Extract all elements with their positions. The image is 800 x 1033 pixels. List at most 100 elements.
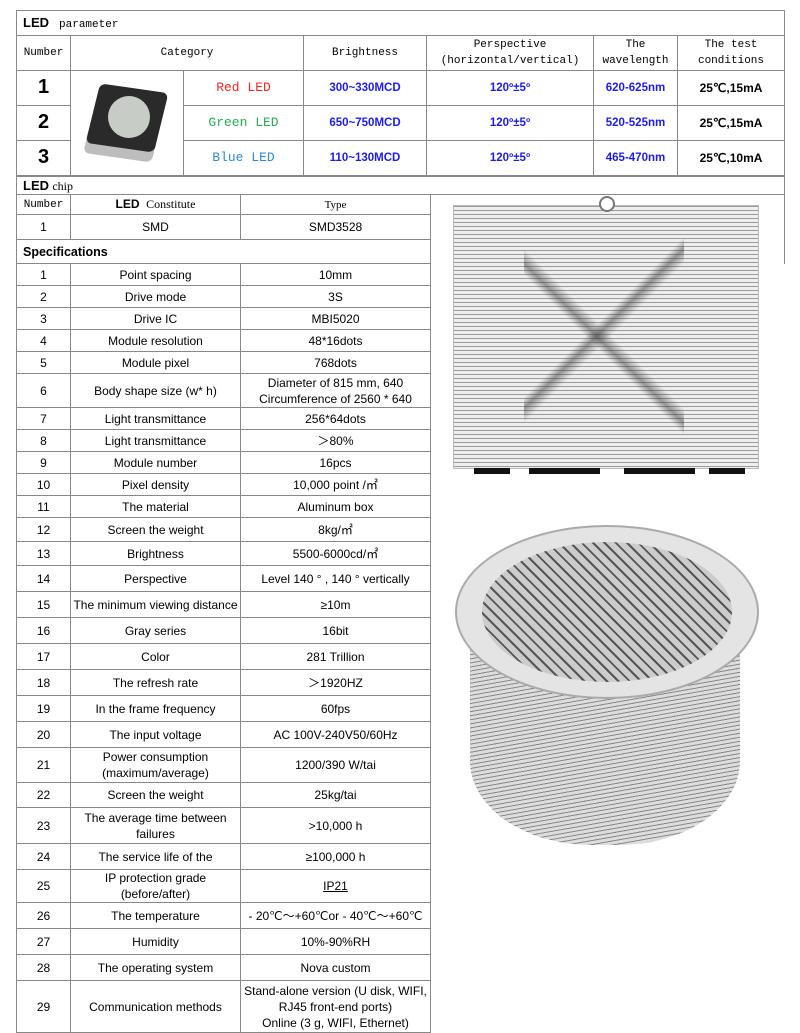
spec-parameter: Screen the weight [70,782,241,808]
chip-constitute: SMD [70,214,241,240]
led-wavelength: 520-525nm [593,104,678,141]
foot [564,468,600,474]
spec-row: 1 Point spacing 10mm [16,263,785,286]
spec-number: 12 [16,517,71,542]
led-wavelength: 465-470nm [593,139,678,176]
spec-row: 27 Humidity 10%-90%RH [16,928,785,955]
spec-number: 26 [16,902,71,929]
led-row: 3 Blue LED 110~130MCD 120º±5º 465-470nm 2… [16,139,785,176]
spec-parameter: Humidity [70,928,241,955]
spec-value: 8kg/㎡ [240,517,431,542]
section-title-specifications: Specifications [16,239,431,264]
spec-value: 16bit [240,617,431,644]
spec-value: Stand-alone version (U disk, WIFI, RJ45 … [240,980,431,1033]
spec-parameter: The refresh rate [70,669,241,696]
spec-parameter: Light transmittance [70,407,241,430]
title-bold: LED [23,14,49,30]
spec-value: 768dots [240,351,431,374]
header-wavelength: The wavelength [593,34,678,71]
spec-parameter: Module pixel [70,351,241,374]
spec-parameter: The service life of the [70,843,241,870]
spec-value: ≥10m [240,591,431,618]
spec-number: 16 [16,617,71,644]
spec-value: 3S [240,285,431,308]
spec-row: 20 The input voltage AC 100V-240V50/60Hz [16,721,785,748]
header-number: Number [16,34,71,71]
spec-parameter: Drive IC [70,307,241,330]
spec-parameter: IP protection grade (before/after) [70,869,241,903]
spec-parameter: Pixel density [70,473,241,496]
foot [709,468,745,474]
section-title-led-chip: LED chip [15,176,786,195]
spec-value: 48*16dots [240,329,431,352]
spec-parameter: Light transmittance [70,429,241,452]
header-brightness: Brightness [303,34,427,71]
spec-value: ≥100,000 h [240,843,431,870]
cylinder-display-front-image [453,196,759,474]
spec-parameter: Color [70,643,241,670]
led-category: Red LED [183,69,304,106]
spec-row: 21 Power consumption (maximum/average) 1… [16,747,785,783]
spec-parameter: Screen the weight [70,517,241,542]
spec-value: 256*64dots [240,407,431,430]
spec-value: 10%-90%RH [240,928,431,955]
header-category: Category [70,34,304,71]
spec-number: 29 [16,980,71,1033]
spec-value: 1200/390 W/tai [240,747,431,783]
spec-number: 21 [16,747,71,783]
spec-parameter: Module number [70,451,241,474]
spec-number: 22 [16,782,71,808]
led-number: 1 [16,69,71,106]
spec-number: 3 [16,307,71,330]
spec-row: 26 The temperature - 20℃～+60℃or - 40℃～+6… [16,902,785,929]
led-perspective: 120º±5º [426,69,594,106]
spec-row: 8 Light transmittance ＞80% [16,429,785,452]
spec-number: 20 [16,721,71,748]
spec-number: 18 [16,669,71,696]
title-text: parameter [59,18,119,31]
spec-row: 17 Color 281 Trillion [16,643,785,670]
led-conditions: 25℃,15mA [677,104,785,141]
hanging-ring-icon [599,196,615,212]
title-bold: LED [23,177,49,193]
spec-number: 8 [16,429,71,452]
spec-value: 10,000 point /㎡ [240,473,431,496]
spec-row: 15 The minimum viewing distance ≥10m [16,591,785,618]
spec-number: 2 [16,285,71,308]
spec-parameter: Gray series [70,617,241,644]
spec-row: 10 Pixel density 10,000 point /㎡ [16,473,785,496]
spec-value: 16pcs [240,451,431,474]
spec-number: 7 [16,407,71,430]
spec-value: 25kg/tai [240,782,431,808]
cylinder-inner [482,542,732,682]
spec-row: 7 Light transmittance 256*64dots [16,407,785,430]
spec-row: 14 Perspective Level 140 ° , 140 ° verti… [16,565,785,592]
led-perspective: 120º±5º [426,139,594,176]
foot [529,468,565,474]
spec-number: 28 [16,954,71,981]
spec-row: 6 Body shape size (w* h) Diameter of 815… [16,373,785,408]
spec-row: 29 Communication methods Stand-alone ver… [16,980,785,1033]
spec-number: 9 [16,451,71,474]
header-row: Number Category Brightness Perspective (… [16,34,785,71]
spec-parameter: The temperature [70,902,241,929]
spec-value: 5500-6000cd/㎡ [240,541,431,566]
spec-number: 19 [16,695,71,722]
led-brightness: 300~330MCD [303,69,427,106]
led-bold: LED [115,197,140,211]
section-title-led-parameter: LED parameter [16,9,785,36]
title-text: chip [52,178,74,193]
spec-number: 5 [16,351,71,374]
led-parameter-table: LED parameter Number Category Brightness… [16,8,785,176]
spec-value: Diameter of 815 mm, 640 Circumference of… [240,373,431,408]
spec-parameter: Power consumption (maximum/average) [70,747,241,783]
spec-row: 11 The material Aluminum box [16,495,785,518]
spec-row: 28 The operating system Nova custom [16,954,785,981]
cylinder-display-angled-image [455,525,759,855]
spec-row: 18 The refresh rate ＞1920HZ [16,669,785,696]
led-row: 1 Red LED 300~330MCD 120º±5º 620-625nm 25… [16,69,785,176]
spec-value: - 20℃～+60℃or - 40℃～+60℃ [240,902,431,929]
spec-parameter: In the frame frequency [70,695,241,722]
cylinder-top [455,525,759,699]
spec-row: 25 IP protection grade (before/after) IP… [16,869,785,903]
